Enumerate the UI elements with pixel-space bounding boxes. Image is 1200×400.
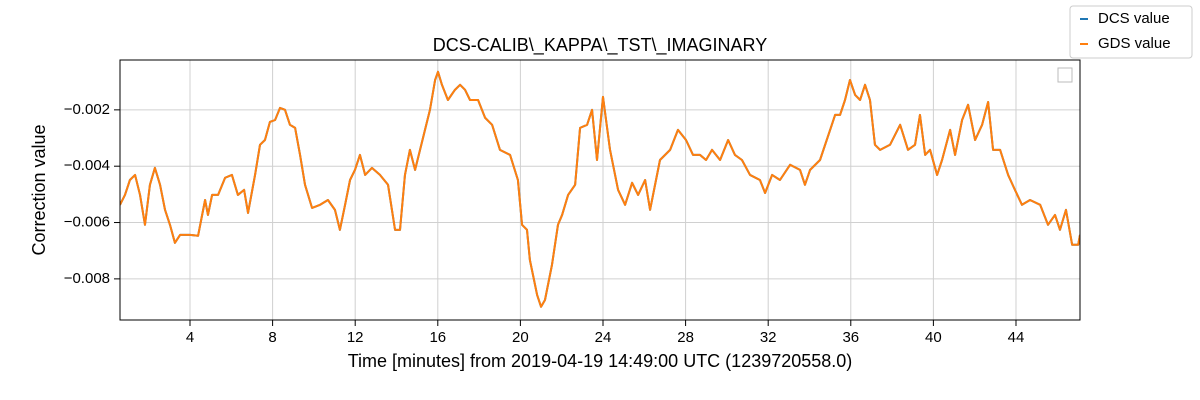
x-tick-label: 20	[512, 329, 529, 346]
x-tick-label: 16	[429, 329, 446, 346]
legend-label: GDS value	[1098, 35, 1171, 52]
x-tick-label: 24	[595, 329, 612, 346]
x-axis-label: Time [minutes] from 2019-04-19 14:49:00 …	[348, 351, 853, 371]
empty-legend	[1057, 67, 1073, 83]
y-tick-label: −0.002	[64, 101, 110, 118]
y-axis-label: Correction value	[29, 124, 49, 255]
x-tick-label: 12	[347, 329, 364, 346]
series-line	[120, 70, 1080, 308]
chart-title: DCS-CALIB\_KAPPA\_TST\_IMAGINARY	[433, 35, 767, 56]
x-tick-label: 40	[925, 329, 942, 346]
y-tick-label: −0.006	[64, 214, 110, 231]
plot-frame	[119, 59, 1081, 321]
legend-label: DCS value	[1098, 10, 1170, 27]
x-tick-label: 32	[760, 329, 777, 346]
x-tick-label: 4	[186, 329, 194, 346]
x-tick-label: 36	[842, 329, 859, 346]
y-tick-label: −0.008	[64, 270, 110, 287]
x-tick-label: 8	[268, 329, 276, 346]
x-tick-label: 28	[677, 329, 694, 346]
y-tick-label: −0.004	[64, 157, 110, 174]
legend-box	[1069, 5, 1193, 59]
x-tick-label: 44	[1008, 329, 1025, 346]
series-line	[120, 70, 1080, 308]
